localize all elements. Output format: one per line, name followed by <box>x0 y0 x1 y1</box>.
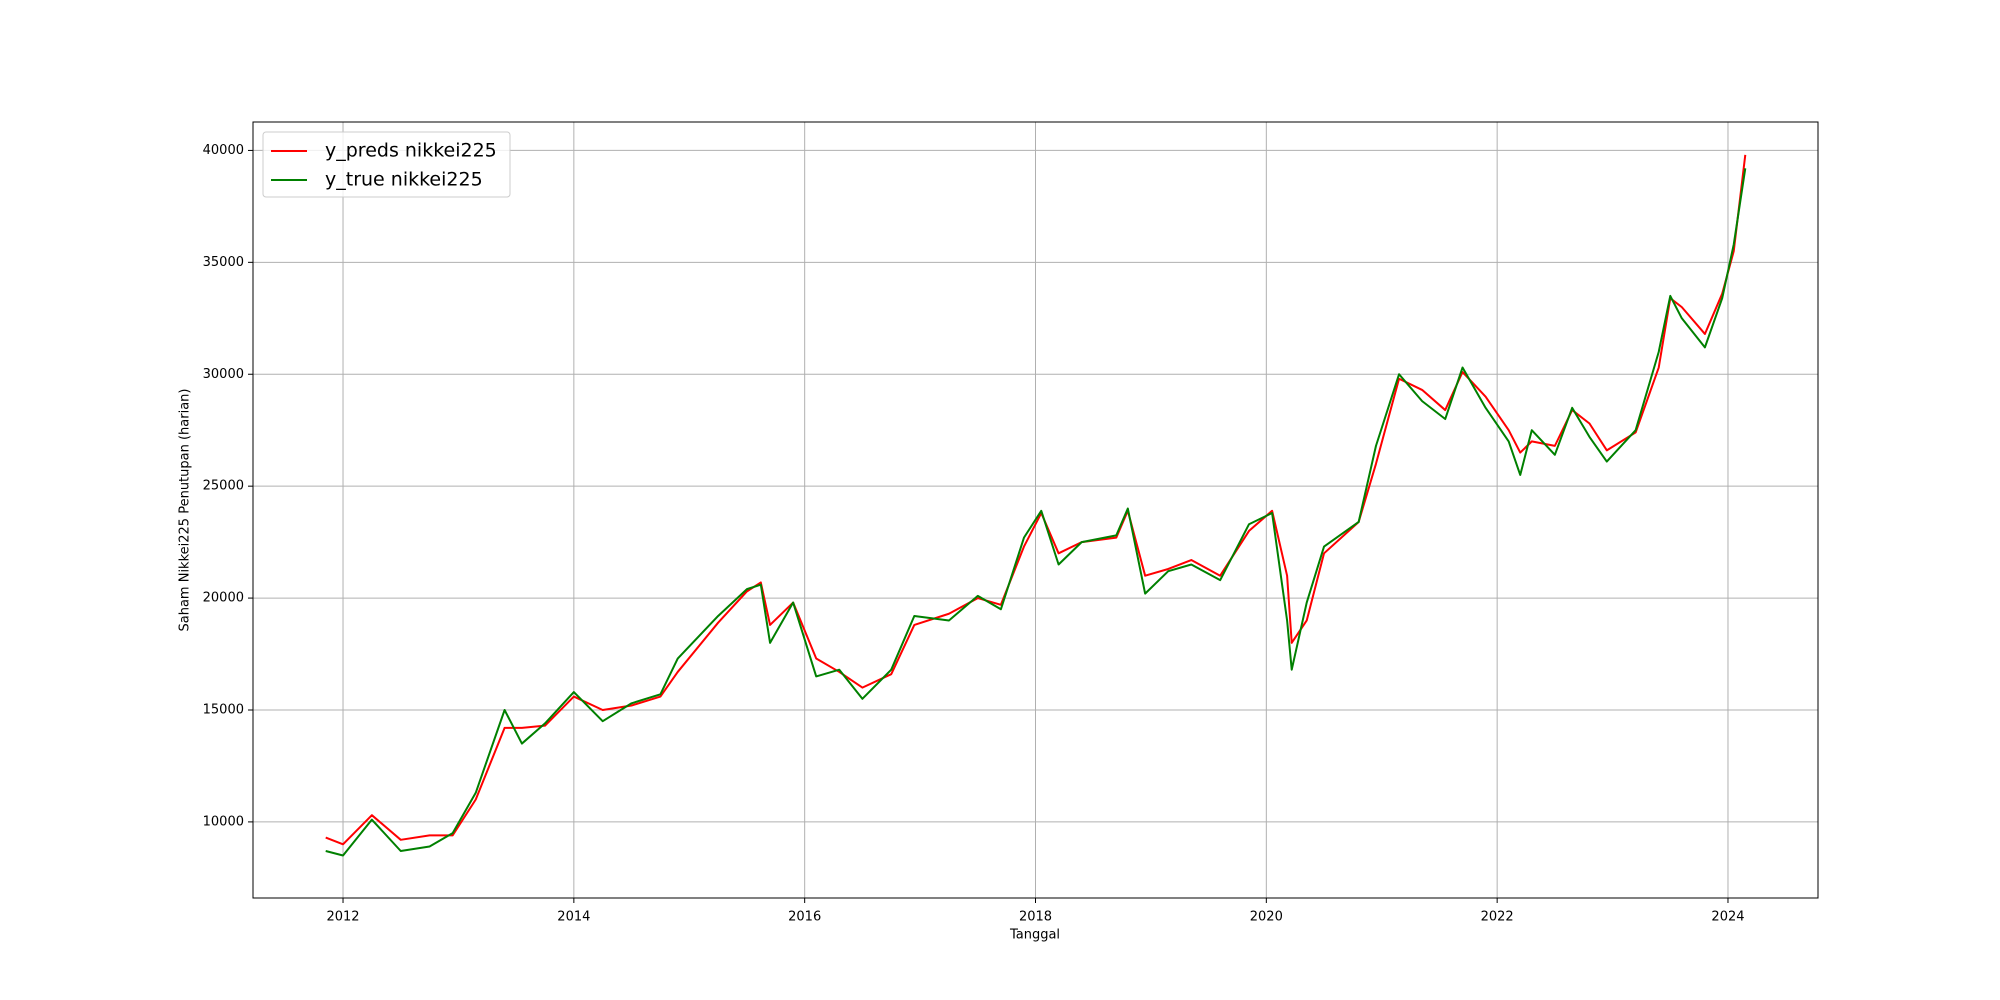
x-tick-label: 2012 <box>326 910 359 925</box>
y-tick-label: 35000 <box>203 255 244 270</box>
y-axis-label: Saham Nikkei225 Penutupan (harian) <box>178 389 193 632</box>
legend-box <box>262 131 511 198</box>
plot-frame <box>252 121 1819 899</box>
x-tick-label: 2024 <box>1711 910 1744 925</box>
x-tick-label: 2018 <box>1019 910 1052 925</box>
y-tick-label: 30000 <box>203 367 244 382</box>
x-tick-label: 2022 <box>1481 910 1514 925</box>
y-tick-label: 10000 <box>203 814 244 829</box>
x-tick-label: 2014 <box>557 910 590 925</box>
series-line <box>325 168 1747 857</box>
y-tick-label: 15000 <box>203 702 244 717</box>
legend-label: y_preds nikkei225 <box>325 140 497 162</box>
x-tick-label: 2016 <box>788 910 821 925</box>
y-tick-label: 20000 <box>203 591 244 606</box>
y-tick-label: 25000 <box>203 479 244 494</box>
legend-label: y_true nikkei225 <box>325 169 483 191</box>
x-axis-label: Tanggal <box>1009 928 1060 943</box>
y-tick-label: 40000 <box>203 143 244 158</box>
x-tick-label: 2020 <box>1250 910 1283 925</box>
